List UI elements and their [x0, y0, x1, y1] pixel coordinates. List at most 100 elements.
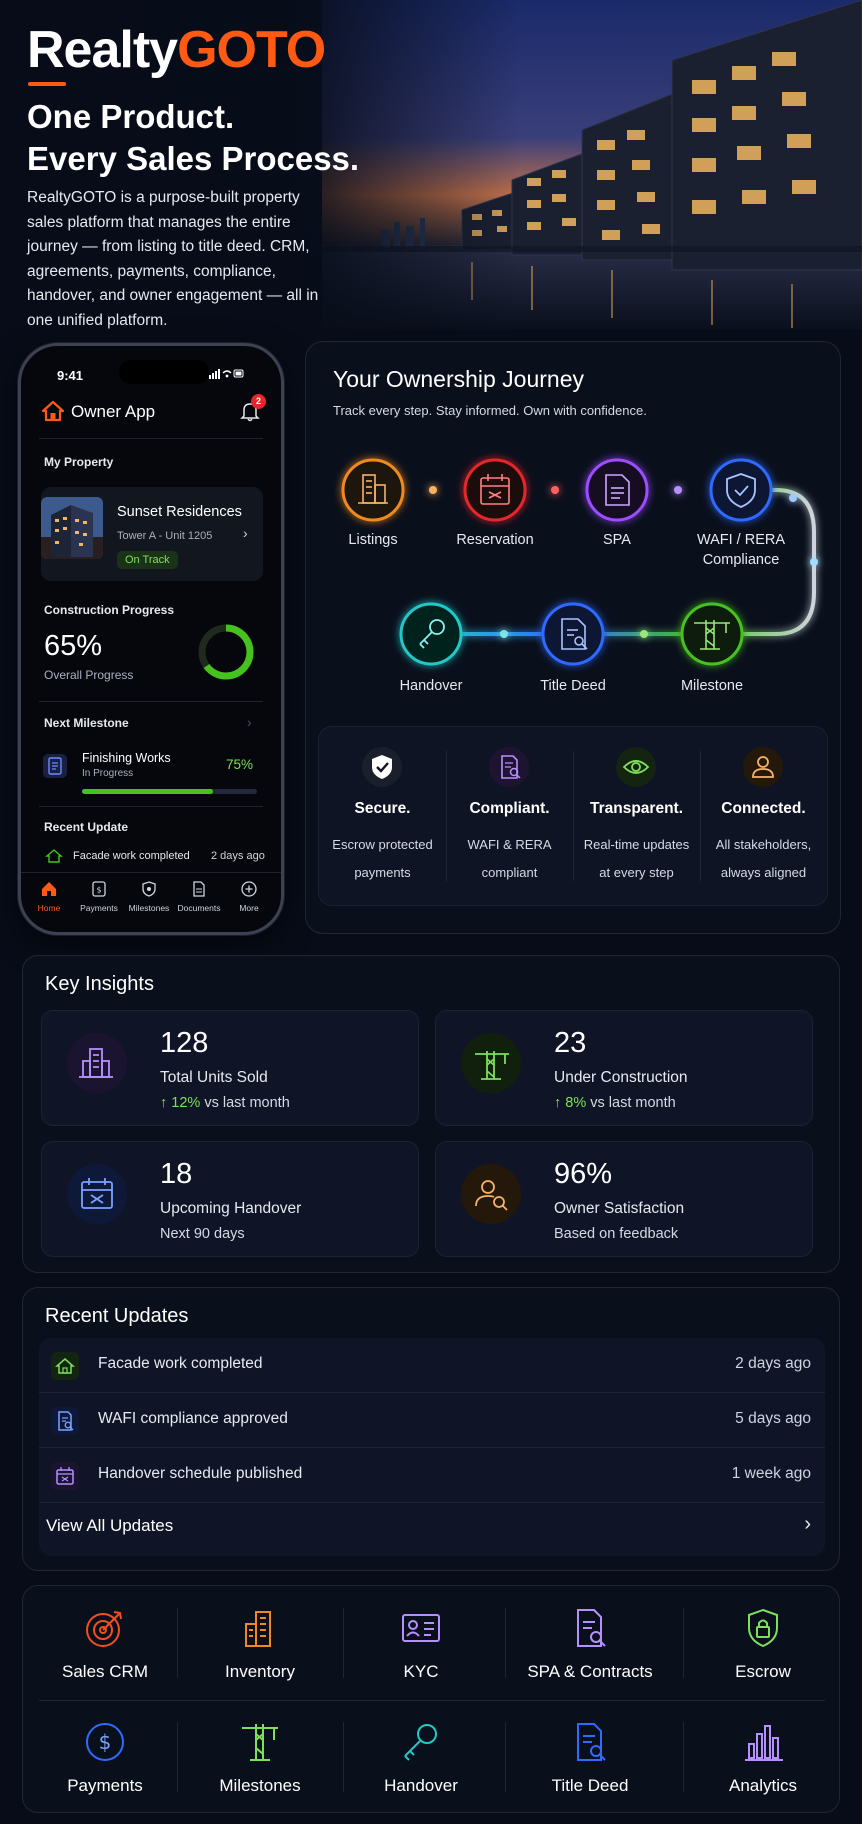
milestone-progress-bar — [82, 789, 257, 794]
view-all-updates-link[interactable]: View All Updates — [46, 1516, 174, 1535]
document-search-icon — [577, 1609, 606, 1647]
module-handover[interactable]: Handover — [341, 1700, 501, 1810]
phone-mockup: 9:41 Owner App 2 My Property — [18, 343, 284, 935]
home-icon — [51, 1352, 79, 1380]
insight-trend: ↑ 12% vs last month — [160, 1095, 290, 1111]
list-item[interactable]: Handover schedule published 1 week ago — [39, 1448, 825, 1503]
next-milestone-label: Next Milestone — [44, 716, 129, 730]
insight-card-under-construction[interactable]: 23 Under Construction ↑ 8% vs last month — [435, 1010, 813, 1126]
building-icon — [67, 1033, 127, 1093]
document-search-icon — [51, 1407, 79, 1435]
module-title-deed[interactable]: Title Deed — [510, 1700, 670, 1810]
section-title: Recent Updates — [45, 1305, 189, 1327]
tab-documents[interactable]: Documents — [175, 880, 223, 913]
construction-sub: Overall Progress — [44, 668, 134, 682]
notification-badge: 2 — [251, 394, 266, 409]
journey-path — [341, 458, 818, 666]
shield-icon — [362, 747, 402, 787]
document-search-icon — [489, 747, 529, 787]
shield-lock-icon — [748, 1608, 778, 1648]
insight-sub: Next 90 days — [160, 1226, 245, 1242]
recent-update-label: Recent Update — [44, 820, 129, 834]
insight-card-upcoming-handover[interactable]: 18 Upcoming Handover Next 90 days — [41, 1141, 419, 1257]
recent-update-text: Facade work completed — [73, 850, 190, 862]
app-header: Owner App 2 — [41, 394, 266, 428]
signal-wifi-battery-icon — [209, 369, 244, 379]
list-item[interactable]: Facade work completed 2 days ago — [39, 1338, 825, 1393]
hero-section — [0, 0, 862, 340]
recent-updates-section: Recent Updates Facade work completed 2 d… — [22, 1287, 840, 1571]
target-icon — [86, 1611, 122, 1647]
key-icon — [404, 1724, 437, 1761]
section-title: Key Insights — [45, 973, 154, 995]
module-analytics[interactable]: Analytics — [683, 1700, 843, 1810]
step-label-handover: Handover — [399, 678, 463, 694]
user-search-icon — [461, 1164, 521, 1224]
tab-payments[interactable]: $ Payments — [75, 880, 123, 913]
building-icon — [245, 1611, 271, 1647]
insight-card-owner-satisfaction[interactable]: 96% Owner Satisfaction Based on feedback — [435, 1141, 813, 1257]
hero-headline: One Product. Every Sales Process. — [27, 98, 360, 177]
insight-value: 23 — [554, 1027, 587, 1059]
app-title: Owner App — [71, 402, 156, 421]
list-item[interactable]: WAFI compliance approved 5 days ago — [39, 1393, 825, 1448]
module-escrow[interactable]: Escrow — [683, 1586, 843, 1696]
module-sales-crm[interactable]: Sales CRM — [25, 1586, 185, 1696]
home-icon — [42, 882, 56, 896]
phone-notch — [119, 360, 209, 384]
module-kyc[interactable]: KYC — [341, 1586, 501, 1696]
module-milestones[interactable]: Milestones — [180, 1700, 340, 1810]
key-insights-section: Key Insights 128 Total Units Sold ↑ 12% … — [22, 955, 840, 1273]
insight-label: Under Construction — [554, 1069, 688, 1086]
milestone-percent: 75% — [226, 757, 254, 772]
bell-icon[interactable] — [239, 400, 261, 422]
dollar-icon: $ — [86, 1723, 124, 1761]
construction-percent: 65% — [44, 630, 103, 662]
payments-icon: $ — [92, 881, 106, 897]
bar-chart-icon — [745, 1725, 783, 1761]
step-label-reservation: Reservation — [456, 532, 534, 548]
tab-more[interactable]: More — [225, 880, 273, 913]
features-box: Secure. Escrow protected payments Complia… — [318, 726, 828, 906]
property-card[interactable]: Sunset Residences Tower A - Unit 1205 On… — [41, 487, 263, 581]
svg-text:$: $ — [99, 1730, 112, 1754]
feature-connected: Connected. All stakeholders, always align… — [700, 727, 827, 907]
title-deed-icon — [577, 1723, 606, 1761]
my-property-label: My Property — [44, 455, 114, 469]
documents-icon — [193, 881, 205, 897]
title-deed-icon — [561, 618, 588, 650]
tab-milestones[interactable]: Milestones — [125, 880, 173, 913]
crane-icon — [461, 1033, 521, 1093]
insight-label: Owner Satisfaction — [554, 1200, 685, 1217]
calendar-icon — [480, 474, 510, 505]
ownership-journey-panel: Your Ownership Journey Track every step.… — [305, 341, 841, 934]
status-badge: On Track — [117, 551, 178, 569]
brand-logo: RealtyGOTO — [27, 21, 326, 79]
step-label-title-deed: Title Deed — [540, 678, 606, 694]
chevron-right-icon[interactable]: › — [804, 1513, 811, 1535]
status-icons — [209, 368, 245, 383]
insight-card-units-sold[interactable]: 128 Total Units Sold ↑ 12% vs last month — [41, 1010, 419, 1126]
feature-transparent: Transparent. Real-time updates at every s… — [573, 727, 700, 907]
milestone-status: In Progress — [82, 768, 134, 779]
key-icon — [419, 619, 445, 649]
module-spa-contracts[interactable]: SPA & Contracts — [510, 1586, 670, 1696]
module-payments[interactable]: $ Payments — [25, 1700, 185, 1810]
updates-list: Facade work completed 2 days ago WAFI co… — [39, 1338, 825, 1556]
chevron-right-icon: › — [243, 525, 248, 541]
svg-text:$: $ — [96, 886, 101, 895]
chevron-right-icon[interactable]: › — [247, 714, 252, 730]
property-thumbnail — [41, 497, 103, 559]
shield-check-icon — [726, 473, 756, 508]
journey-title: Your Ownership Journey — [333, 366, 585, 392]
milestone-title: Finishing Works — [82, 751, 171, 765]
module-inventory[interactable]: Inventory — [180, 1586, 340, 1696]
step-label-listings: Listings — [348, 532, 398, 548]
insight-value: 128 — [160, 1027, 209, 1059]
id-card-icon — [402, 1614, 440, 1642]
recent-update-time: 2 days ago — [211, 850, 265, 862]
tab-home[interactable]: Home — [25, 880, 73, 913]
insight-value: 18 — [160, 1158, 193, 1190]
modules-grid: Sales CRM Inventory KYC SPA & Contracts … — [22, 1585, 840, 1813]
step-label-milestone: Milestone — [680, 678, 744, 694]
